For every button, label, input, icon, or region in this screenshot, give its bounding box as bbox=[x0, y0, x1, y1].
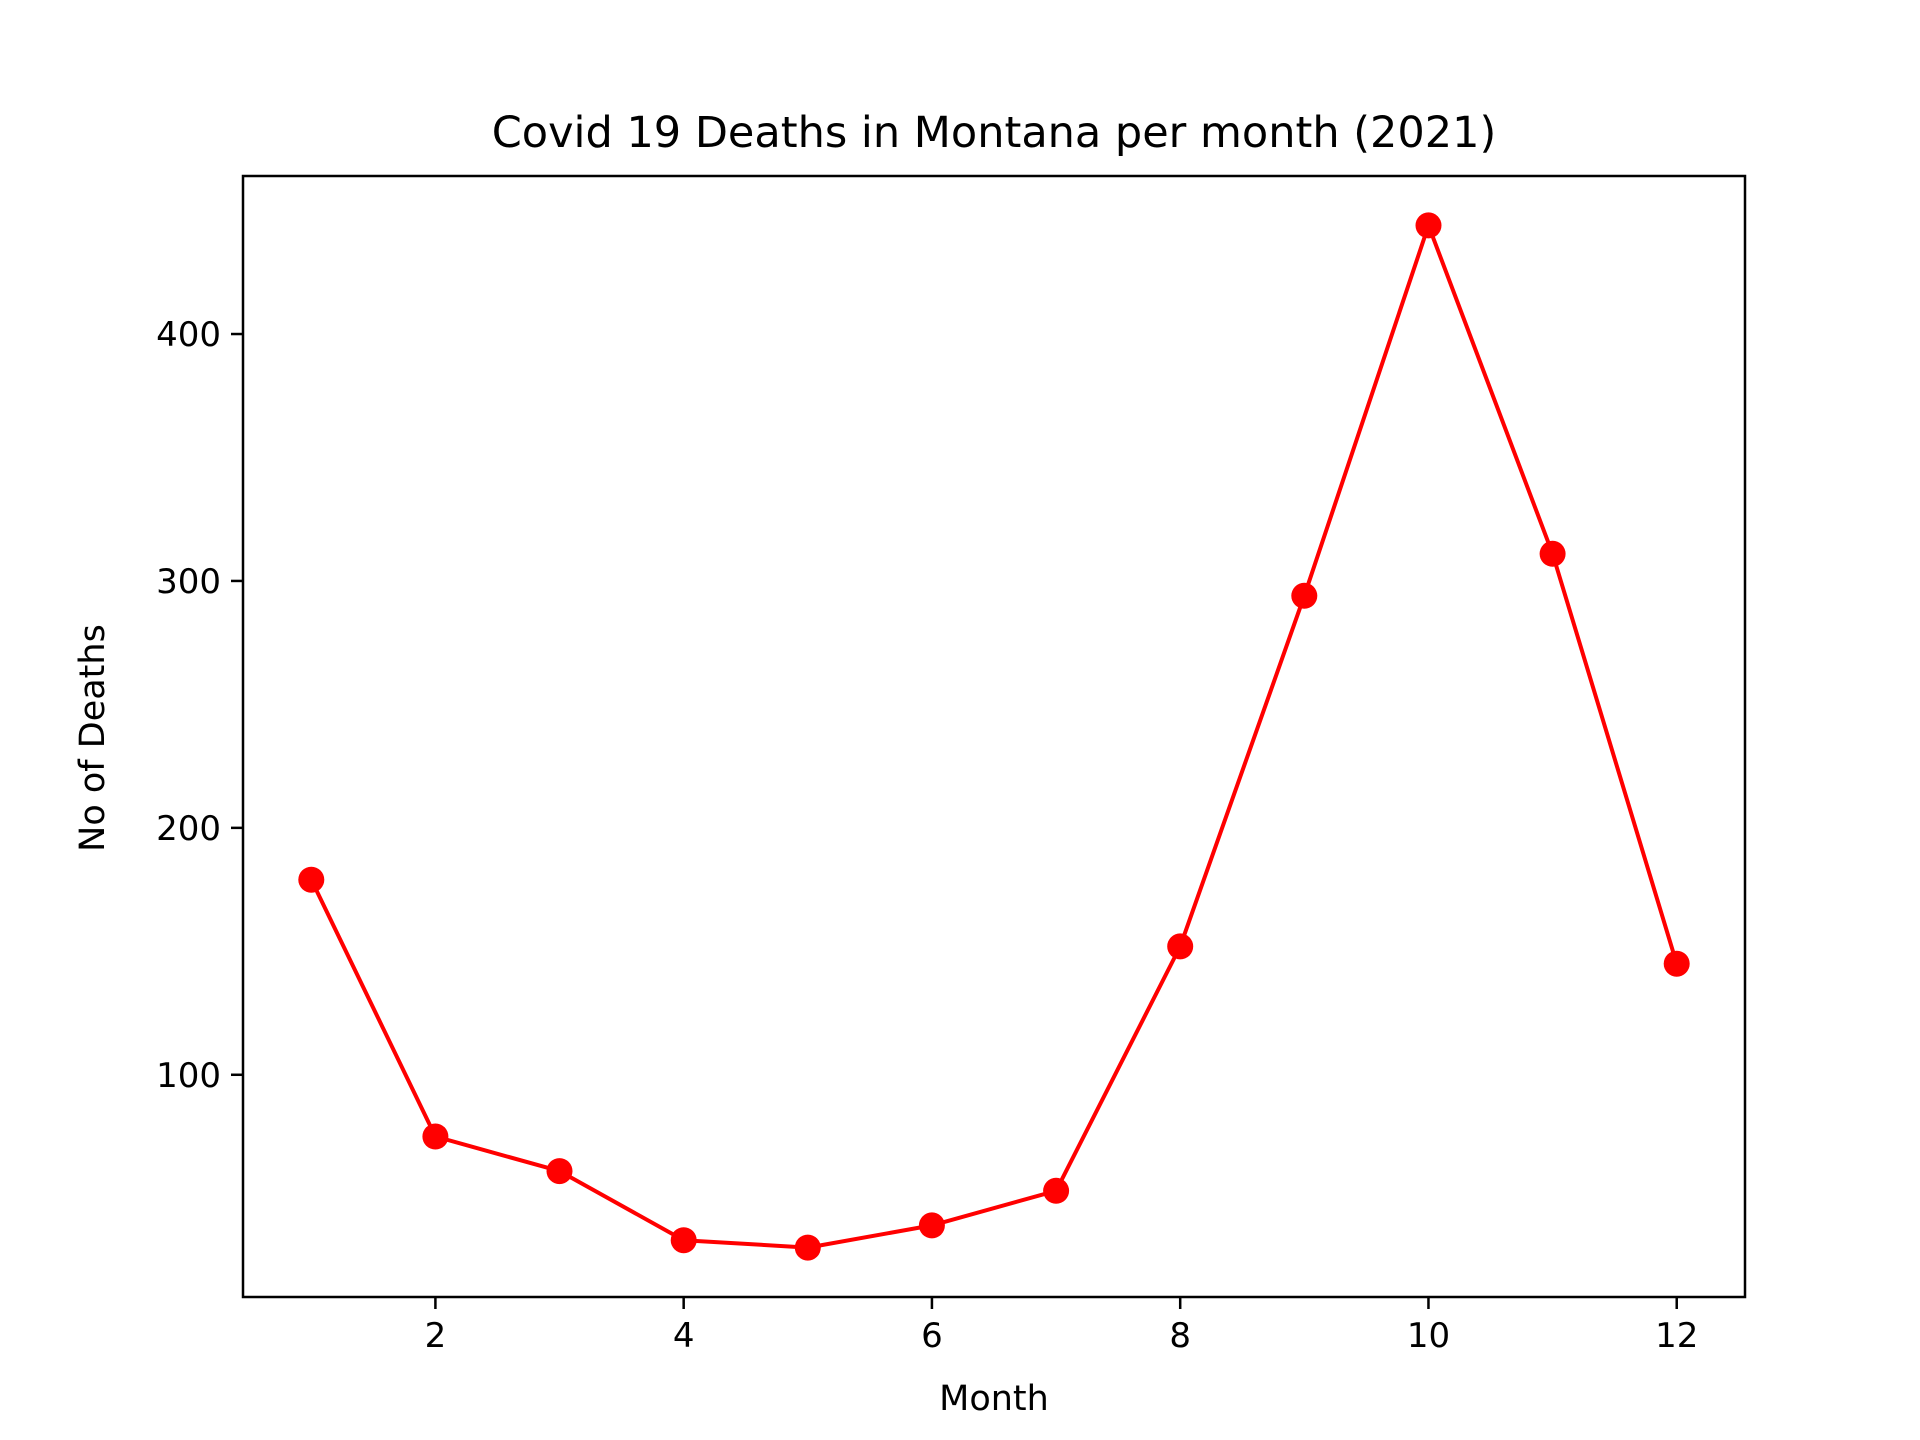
y-tick-label: 300 bbox=[156, 562, 221, 602]
y-tick-label: 100 bbox=[156, 1056, 221, 1096]
y-tick-label: 400 bbox=[156, 315, 221, 355]
data-point bbox=[1539, 540, 1566, 567]
data-point bbox=[1663, 950, 1690, 977]
y-axis: 100 200 300 400 bbox=[156, 315, 243, 1096]
data-point bbox=[918, 1212, 945, 1239]
data-point bbox=[1291, 582, 1318, 609]
x-tick-label: 8 bbox=[1169, 1316, 1191, 1356]
data-point bbox=[794, 1234, 821, 1261]
series-line bbox=[309, 223, 1679, 1250]
x-tick-label: 10 bbox=[1407, 1316, 1450, 1356]
y-axis-title: No of Deaths bbox=[73, 624, 113, 852]
y-tick-label: 200 bbox=[156, 809, 221, 849]
x-tick-label: 4 bbox=[673, 1316, 695, 1356]
data-point bbox=[1043, 1177, 1070, 1204]
axes-frame bbox=[241, 174, 1747, 1299]
x-tick-label: 2 bbox=[425, 1316, 447, 1356]
data-point bbox=[546, 1158, 573, 1185]
data-point bbox=[1415, 212, 1442, 239]
plot-area bbox=[298, 212, 1690, 1261]
x-tick-label: 6 bbox=[921, 1316, 943, 1356]
chart-title: Covid 19 Deaths in Montana per month (20… bbox=[492, 108, 1497, 158]
data-point bbox=[422, 1123, 449, 1150]
x-axis-title: Month bbox=[939, 1379, 1049, 1419]
x-axis: 2 4 6 8 10 12 bbox=[425, 1297, 1698, 1356]
data-point bbox=[670, 1227, 697, 1254]
data-point bbox=[298, 866, 325, 893]
data-point bbox=[1167, 933, 1194, 960]
x-tick-label: 12 bbox=[1655, 1316, 1698, 1356]
